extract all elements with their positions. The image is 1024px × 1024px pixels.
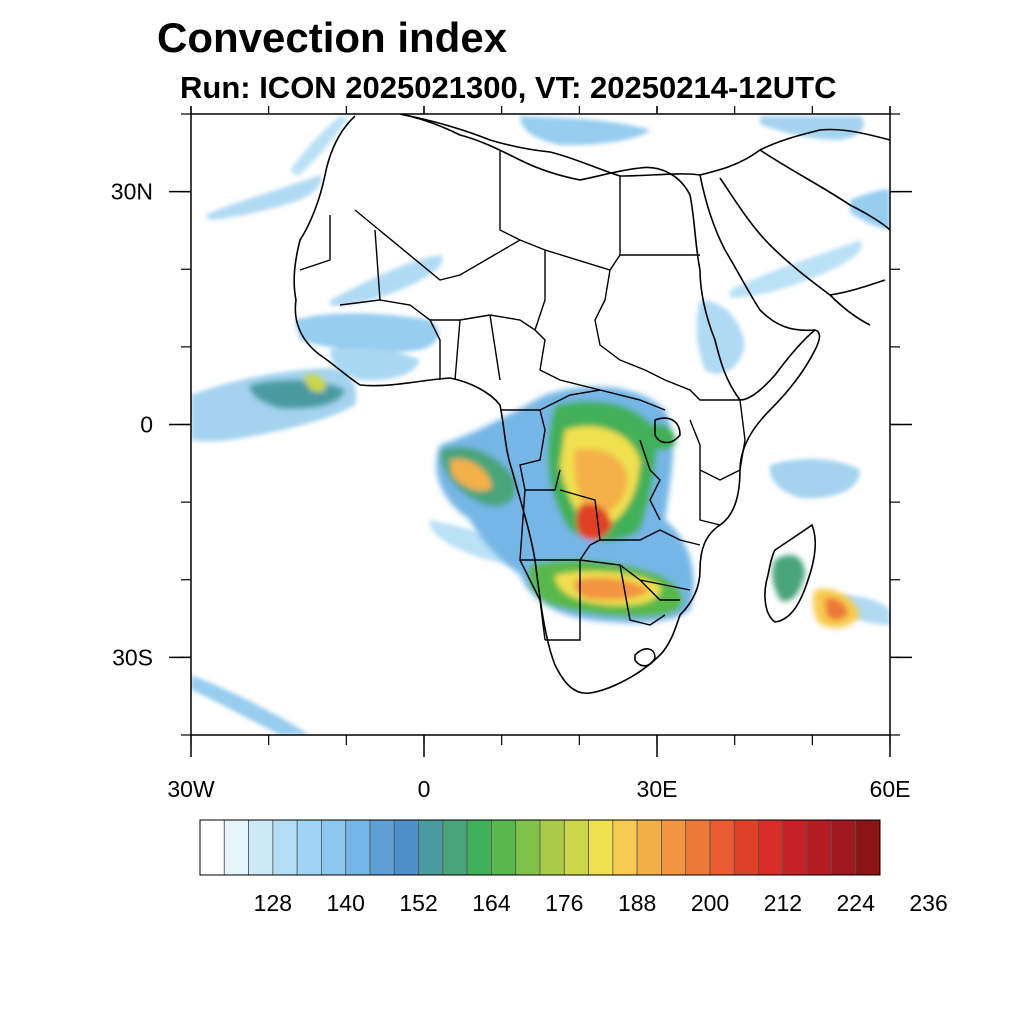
- colorbar-swatch: [418, 819, 444, 876]
- colorbar-swatch: [612, 819, 638, 876]
- madagascar-coast: [764, 523, 817, 623]
- colorbar-swatch: [563, 819, 589, 876]
- colorbar-swatch: [515, 819, 541, 876]
- cloud-swath-guinea: [330, 348, 420, 381]
- coastlines-borders: [293, 114, 890, 694]
- colorbar-swatch: [636, 819, 662, 876]
- colorbar-label: 200: [691, 890, 729, 916]
- colorbar-label: 236: [909, 890, 947, 916]
- x-tick-label: 30W: [167, 776, 215, 802]
- y-tick-label: 0: [140, 412, 153, 438]
- colorbar-swatch: [272, 819, 298, 876]
- colorbar-label: 140: [327, 890, 365, 916]
- colorbar-label: 164: [472, 890, 511, 916]
- convection-madagascar-east-core: [825, 597, 848, 621]
- cloud-swath-sw: [191, 675, 310, 735]
- colorbar-swatch: [855, 819, 881, 876]
- borders-sahara: [354, 150, 700, 411]
- cloud-swath-ethiopia: [696, 300, 745, 374]
- cloud-swath-mediterranean: [520, 116, 650, 146]
- y-tick-label: 30N: [111, 179, 153, 205]
- colorbar-swatch: [539, 819, 565, 876]
- africa-coastline: [293, 114, 821, 694]
- colorbar-swatch: [491, 819, 517, 876]
- cloud-swath-west-africa: [295, 313, 439, 352]
- colorbar-swatch: [685, 819, 711, 876]
- lake-victoria: [654, 417, 681, 444]
- chart-title: Convection index: [157, 14, 508, 61]
- colorbar-label: 212: [764, 890, 802, 916]
- colorbar-label: 188: [618, 890, 656, 916]
- colorbar-swatch: [709, 819, 735, 876]
- colorbar-swatch: [393, 819, 419, 876]
- convection-gabon: [450, 459, 492, 491]
- colorbar-label: 128: [254, 890, 292, 916]
- x-tick-label: 0: [418, 776, 431, 802]
- colorbar-swatch: [248, 819, 274, 876]
- colorbar-swatch: [199, 819, 225, 876]
- y-tick-label: 30S: [112, 644, 153, 670]
- borders-southern-africa: [519, 559, 691, 641]
- cloud-swath-sahel-west: [330, 255, 443, 306]
- colorbar-swatch: [321, 819, 347, 876]
- colorbar-swatch: [345, 819, 371, 876]
- borders-west-africa: [299, 215, 536, 381]
- colorbar-swatch: [466, 819, 492, 876]
- chart-subtitle: Run: ICON 2025021300, VT: 20250214-12UTC: [180, 70, 837, 105]
- lake-lesotho: [634, 648, 656, 667]
- colorbar-swatch: [661, 819, 687, 876]
- colorbar-swatch: [758, 819, 784, 876]
- colorbar-swatch: [223, 819, 249, 876]
- colorbar-swatch: [806, 819, 832, 876]
- convection-field: [191, 116, 890, 735]
- cloud-swath-nw: [205, 175, 322, 220]
- red-sea-coast: [699, 174, 871, 332]
- cloud-swath-med-east: [760, 116, 864, 140]
- colorbar: 128 140 152 164 176 188 200 212 224 236: [199, 819, 948, 916]
- convection-core-red: [576, 503, 612, 541]
- mediterranean-coast: [399, 114, 890, 177]
- cloud-swath-nw2: [290, 116, 348, 176]
- cloud-swath-indian-ocean: [769, 458, 860, 499]
- colorbar-swatch: [369, 819, 395, 876]
- x-tick-label: 60E: [870, 776, 911, 802]
- convection-atlantic-equator-core: [305, 374, 326, 392]
- colorbar-swatch: [782, 819, 808, 876]
- colorbar-label: 152: [399, 890, 437, 916]
- borders-central-africa: [500, 389, 701, 561]
- convection-core-orange: [574, 448, 628, 516]
- x-tick-label: 30E: [637, 776, 678, 802]
- convection-core-orange-s: [573, 577, 650, 600]
- axis-ticks: 30W 0 30E 60E 30N 0 30S: [111, 106, 912, 802]
- colorbar-swatch: [442, 819, 468, 876]
- colorbar-swatch: [831, 819, 857, 876]
- colorbar-frame: [199, 819, 881, 876]
- colorbar-swatch: [733, 819, 759, 876]
- colorbar-swatch: [588, 819, 614, 876]
- colorbar-swatch: [296, 819, 322, 876]
- arabia-coast: [759, 149, 890, 296]
- colorbar-label: 176: [545, 890, 583, 916]
- borders-east-africa: [639, 379, 746, 526]
- colorbar-label: 224: [837, 890, 876, 916]
- cloud-swath-arabia-ne: [850, 189, 890, 230]
- convection-madagascar: [772, 555, 805, 602]
